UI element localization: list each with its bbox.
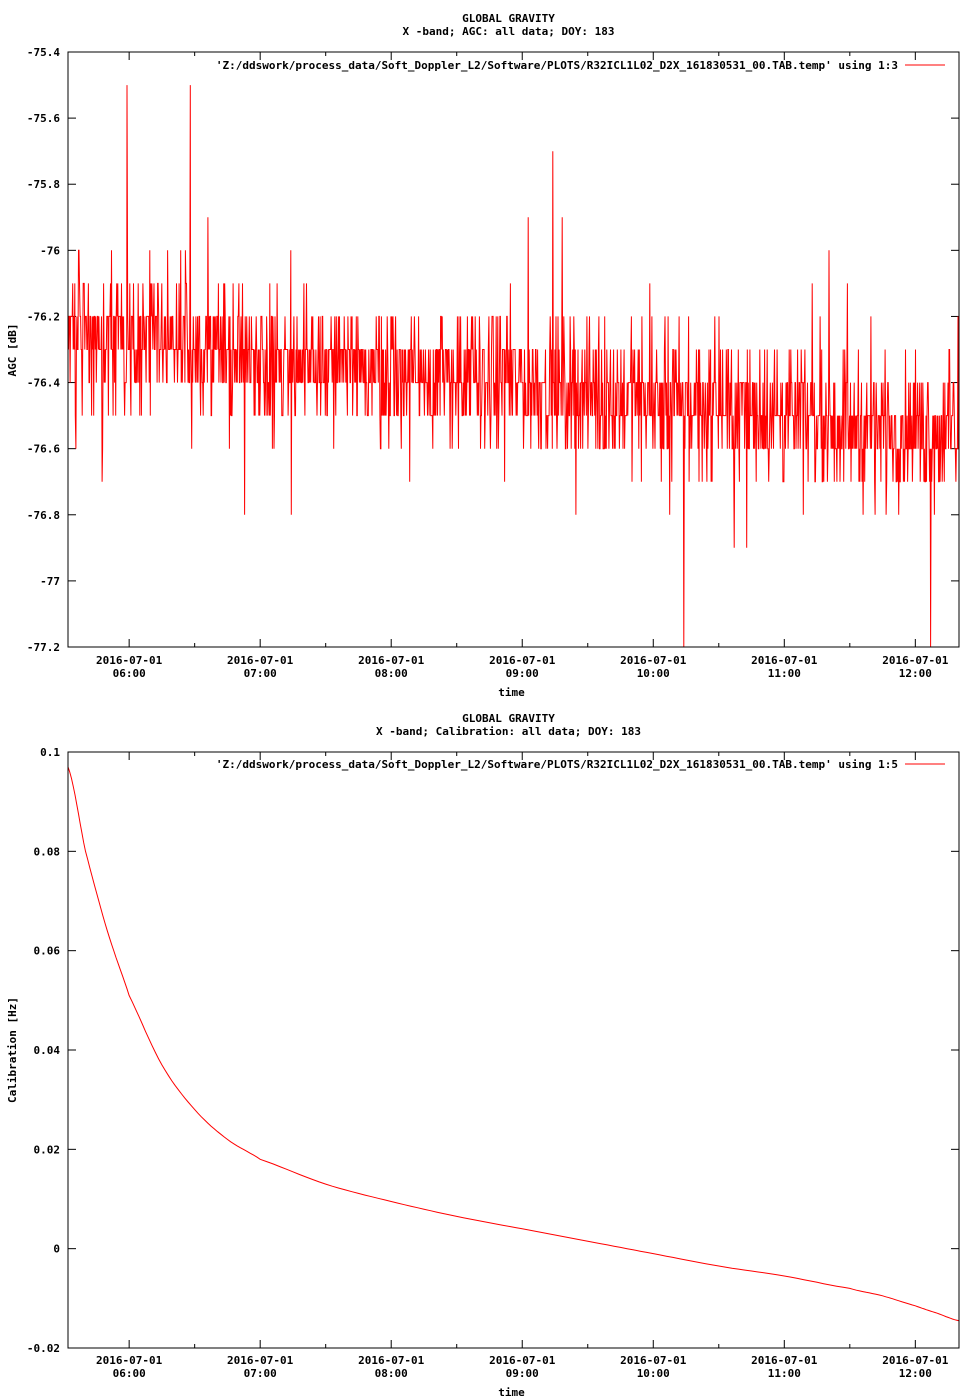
x-tick-date-label: 2016-07-01: [751, 654, 818, 667]
x-tick-time-label: 10:00: [637, 667, 670, 680]
x-tick-time-label: 11:00: [768, 667, 801, 680]
x-tick-time-label: 07:00: [244, 1367, 277, 1380]
x-tick-time-label: 08:00: [375, 667, 408, 680]
y-axis-label: AGC [dB]: [6, 324, 19, 377]
x-axis-label: time: [498, 1386, 525, 1399]
y-axis-label: Calibration [Hz]: [6, 997, 19, 1103]
x-tick-date-label: 2016-07-01: [489, 1354, 556, 1367]
y-tick-label: -76.8: [27, 509, 60, 522]
y-tick-label: -0.02: [27, 1342, 60, 1355]
series-line: [68, 766, 959, 1322]
series-line: [68, 85, 959, 647]
x-tick-date-label: 2016-07-01: [751, 1354, 818, 1367]
x-tick-time-label: 12:00: [899, 1367, 932, 1380]
x-tick-date-label: 2016-07-01: [489, 654, 556, 667]
y-tick-label: -76.2: [27, 310, 60, 323]
x-tick-time-label: 06:00: [113, 1367, 146, 1380]
x-tick-time-label: 09:00: [506, 667, 539, 680]
y-tick-label: -76.4: [27, 377, 60, 390]
y-tick-label: 0: [53, 1243, 60, 1256]
legend-label: 'Z:/ddswork/process_data/Soft_Doppler_L2…: [216, 59, 898, 72]
x-tick-time-label: 11:00: [768, 1367, 801, 1380]
x-tick-date-label: 2016-07-01: [882, 654, 949, 667]
y-tick-label: -77.2: [27, 641, 60, 654]
x-axis-label: time: [498, 686, 525, 699]
x-tick-date-label: 2016-07-01: [96, 1354, 163, 1367]
x-tick-time-label: 07:00: [244, 667, 277, 680]
y-tick-label: -75.6: [27, 112, 60, 125]
y-tick-label: -76: [40, 244, 60, 257]
plot-frame: [67, 51, 960, 648]
x-tick-date-label: 2016-07-01: [227, 1354, 294, 1367]
y-tick-label: 0.1: [40, 746, 60, 759]
y-tick-label: -77: [40, 575, 60, 588]
x-tick-date-label: 2016-07-01: [96, 654, 163, 667]
x-tick-date-label: 2016-07-01: [227, 654, 294, 667]
y-tick-label: -76.6: [27, 443, 60, 456]
y-tick-label: 0.08: [34, 845, 61, 858]
x-tick-date-label: 2016-07-01: [882, 1354, 949, 1367]
y-tick-label: 0.06: [34, 945, 61, 958]
x-tick-date-label: 2016-07-01: [358, 1354, 425, 1367]
chart-title: GLOBAL GRAVITY: [462, 712, 555, 725]
x-tick-date-label: 2016-07-01: [620, 1354, 687, 1367]
y-tick-label: 0.04: [34, 1044, 61, 1057]
x-tick-date-label: 2016-07-01: [620, 654, 687, 667]
legend-label: 'Z:/ddswork/process_data/Soft_Doppler_L2…: [216, 758, 898, 771]
x-tick-time-label: 09:00: [506, 1367, 539, 1380]
y-tick-label: -75.4: [27, 46, 60, 59]
x-tick-time-label: 12:00: [899, 667, 932, 680]
plot-frame: [67, 751, 960, 1349]
y-tick-label: 0.02: [34, 1143, 61, 1156]
chart-subtitle: X -band; AGC: all data; DOY: 183: [403, 25, 615, 38]
x-tick-time-label: 10:00: [637, 1367, 670, 1380]
x-tick-date-label: 2016-07-01: [358, 654, 425, 667]
chart-subtitle: X -band; Calibration: all data; DOY: 183: [376, 725, 641, 738]
y-tick-label: -75.8: [27, 178, 60, 191]
x-tick-time-label: 08:00: [375, 1367, 408, 1380]
x-tick-time-label: 06:00: [113, 667, 146, 680]
chart-title: GLOBAL GRAVITY: [462, 12, 555, 25]
